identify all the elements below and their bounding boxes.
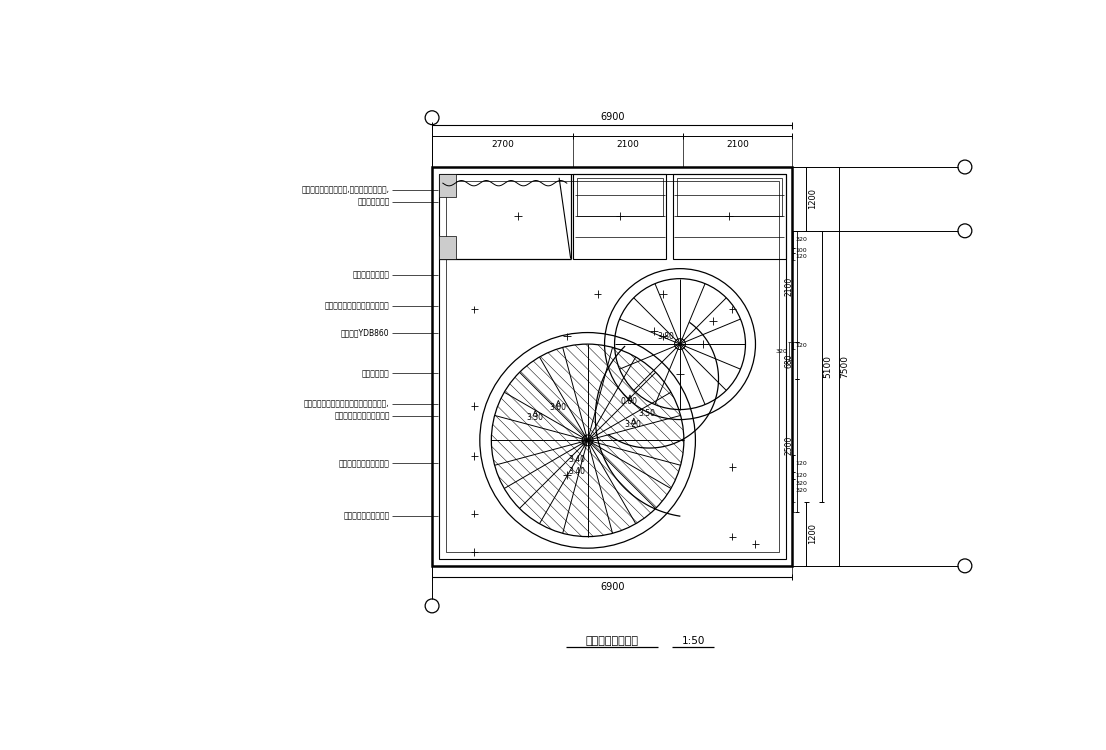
Text: 320: 320 [775,349,787,353]
Text: 120: 120 [795,344,807,348]
Text: 钢钢光青九期米岭拼龙板彩灶石三级台面,: 钢钢光青九期米岭拼龙板彩灶石三级台面, [304,400,389,409]
Text: 包厢一层顶布置图: 包厢一层顶布置图 [586,635,639,646]
Text: 各钢光骨场都翁翁白色乳胶面墙: 各钢光骨场都翁翁白色乳胶面墙 [325,301,389,310]
Text: 6900: 6900 [599,582,625,592]
Bar [439,236,456,259]
Text: 铝合金龙骨龙条: 铝合金龙骨龙条 [357,197,389,206]
Bar [573,174,667,259]
Bar [446,181,779,552]
Text: 2700: 2700 [491,140,514,149]
Bar [672,174,785,259]
Text: 1200: 1200 [808,524,817,544]
Text: 九度大瓷拼花岗板底子,刷华润台色乳胶漆,: 九度大瓷拼花岗板底子,刷华润台色乳胶漆, [302,185,389,194]
Bar [439,174,456,197]
Text: 680: 680 [784,353,793,368]
Text: 120: 120 [795,461,807,466]
Text: 2100: 2100 [616,140,639,149]
Text: 3.40: 3.40 [568,466,585,476]
Text: 拢竹扇子YDB860: 拢竹扇子YDB860 [341,328,389,337]
Text: 客型客字型铝接面: 客型客字型铝接面 [353,270,389,279]
Text: 100: 100 [795,248,807,253]
Text: 320: 320 [795,237,807,242]
Bar [677,178,782,216]
Bar [439,174,785,559]
Text: 2100: 2100 [727,140,749,149]
Text: 320: 320 [795,488,807,493]
Text: 120: 120 [795,254,807,259]
Text: 2100: 2100 [784,277,793,296]
Text: 0.00: 0.00 [620,398,638,406]
Text: 2500: 2500 [784,436,793,454]
Text: 3.50: 3.50 [638,409,656,418]
Text: 3.00: 3.00 [549,403,566,412]
Text: 3.80: 3.80 [657,332,674,341]
Bar [577,178,662,216]
Text: 细腻于坳华调雅白色孔机拱: 细腻于坳华调雅白色孔机拱 [334,411,389,420]
Text: 3.40: 3.40 [568,455,585,464]
Text: 辐射日光灯管: 辐射日光灯管 [362,369,389,378]
Text: 1200: 1200 [808,188,817,209]
Text: 1:50: 1:50 [681,635,705,646]
Text: 艺术涂瓷瓷晴的日光灯管: 艺术涂瓷瓷晴的日光灯管 [338,459,389,468]
Text: 5100: 5100 [823,355,833,378]
Text: 6900: 6900 [599,112,625,122]
Bar [432,167,792,566]
Text: 7500: 7500 [841,355,849,378]
Text: 本洁各期华调雅台色景: 本洁各期华调雅台色景 [344,512,389,520]
Text: 120: 120 [795,473,807,478]
Text: 320: 320 [795,481,807,486]
Text: 3.30: 3.30 [526,413,543,422]
Text: 3.20: 3.20 [625,421,641,430]
